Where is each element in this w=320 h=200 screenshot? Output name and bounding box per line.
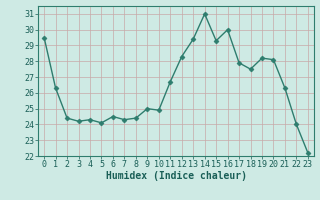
X-axis label: Humidex (Indice chaleur): Humidex (Indice chaleur) <box>106 171 246 181</box>
